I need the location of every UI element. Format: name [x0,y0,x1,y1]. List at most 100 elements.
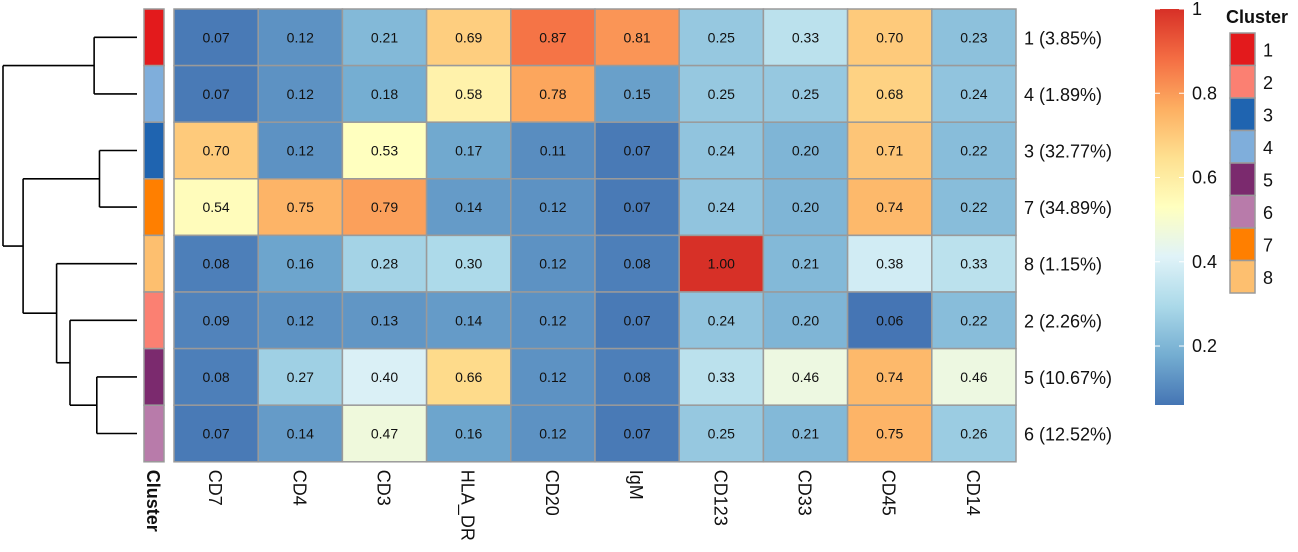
legend-swatch [1229,259,1256,294]
cell-value-label: 0.20 [792,312,819,328]
cluster-annotation-column: Cluster [143,8,165,532]
cell-value-label: 0.58 [455,86,482,102]
heatmap-cell [931,178,1017,237]
cell-value-label: 0.74 [876,369,903,385]
legend-label: 8 [1263,268,1273,288]
heatmap-cell [425,404,512,463]
heatmap-cell [510,178,596,237]
cell-value-label: 0.14 [287,426,314,442]
cell-value-label: 0.27 [287,369,314,385]
cell-value-label: 0.25 [708,426,735,442]
cell-value-label: 0.12 [539,256,566,272]
cell-value-label: 0.70 [876,29,903,45]
heatmap-cell [510,64,596,123]
heatmap-cell [510,234,596,293]
heatmap-cell [594,121,680,180]
column-label: CD33 [795,470,815,516]
cluster-annotation-cell [143,8,165,67]
cluster-annotation-cell [143,178,165,237]
legend-swatch [1229,227,1256,262]
heatmap-cell [762,347,849,406]
cluster-annotation-cell [143,404,165,463]
column-label: HLA_DR [457,470,478,541]
cell-value-label: 0.06 [876,312,903,328]
heatmap-cell [846,404,933,463]
cell-value-label: 0.46 [960,369,987,385]
heatmap-cell [594,178,680,237]
heatmap-cell [257,291,344,350]
heatmap-cell [257,234,344,293]
cell-value-label: 0.71 [876,143,903,159]
heatmap-cells: 0.07 0.12 0.21 0.69 0.87 0.81 0.25 0.33 0.70 0.23… [173,8,1017,463]
cell-value-label: 0.69 [455,29,482,45]
legend-swatch [1229,194,1256,229]
cell-value-label: 0.07 [623,426,650,442]
cell-value-label: 0.08 [623,369,650,385]
cell-value-label: 0.24 [960,86,987,102]
heatmap-cell [425,121,512,180]
cell-value-label: 0.12 [287,143,314,159]
cell-value-label: 0.22 [960,199,987,215]
heatmap-cell [931,404,1017,463]
row-dendrogram [2,36,137,435]
cell-value-label: 0.33 [792,29,819,45]
heatmap-cell [510,404,596,463]
legend-label: 2 [1263,73,1273,93]
heatmap-cell [846,121,933,180]
heatmap-cell [931,64,1017,123]
legend-swatch [1229,32,1256,67]
heatmap-cell [341,404,428,463]
cell-value-label: 0.08 [202,256,229,272]
cell-value-label: 0.18 [371,86,398,102]
row-labels: 1 (3.85%) 4 (1.89%) 3 (32.77%) 7 (34.89%) 8 … [1024,28,1112,444]
cell-value-label: 0.07 [623,199,650,215]
legend-title: Cluster [1226,7,1288,27]
cluster-annotation-cell [143,347,165,406]
heatmap-cell [594,291,680,350]
row-label: 6 (12.52%) [1024,425,1112,445]
column-label: CD4 [289,470,309,506]
cell-value-label: 0.08 [202,369,229,385]
heatmap-cell [846,291,933,350]
legend-swatch [1229,64,1256,99]
heatmap-cell [931,347,1017,406]
heatmap-cell [510,8,596,67]
cluster-annotation-cell [143,121,165,180]
heatmap-cell [594,64,680,123]
legend-label: 4 [1263,138,1273,158]
heatmap-cell [341,121,428,180]
row-label: 2 (2.26%) [1024,311,1102,331]
row-label: 4 (1.89%) [1024,85,1102,105]
heatmap-cell [425,8,512,67]
column-label: CD20 [542,470,562,516]
cell-value-label: 0.07 [623,312,650,328]
heatmap-cell [762,234,849,293]
heatmap-cell [257,121,344,180]
cell-value-label: 0.15 [623,86,650,102]
column-label: CD123 [710,470,730,526]
cell-value-label: 0.28 [371,256,398,272]
cell-value-label: 0.12 [539,199,566,215]
cell-value-label: 0.12 [287,86,314,102]
cell-value-label: 0.66 [455,369,482,385]
cell-value-label: 0.54 [202,199,229,215]
cell-value-label: 0.46 [792,369,819,385]
cell-value-label: 0.20 [792,143,819,159]
heatmap-cell [678,64,765,123]
cell-value-label: 0.09 [202,312,229,328]
cell-value-label: 0.07 [202,29,229,45]
cell-value-label: 0.12 [539,369,566,385]
cell-value-label: 0.21 [371,29,398,45]
colorbar-gradient [1155,9,1184,405]
cell-value-label: 0.33 [708,369,735,385]
heatmap-cell [341,234,428,293]
heatmap-cell [594,404,680,463]
cell-value-label: 0.07 [623,143,650,159]
colorbar-tick-label: 0.6 [1192,168,1217,188]
legend-label: 7 [1263,235,1273,255]
cell-value-label: 0.24 [708,199,735,215]
cell-value-label: 0.07 [202,86,229,102]
cell-value-label: 0.33 [960,256,987,272]
colorbar-tick-label: 1 [1192,0,1202,19]
heatmap-cell [425,64,512,123]
